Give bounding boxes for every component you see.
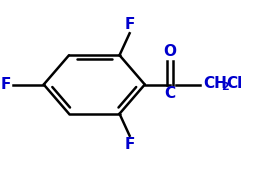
Text: 2: 2 [221, 82, 229, 92]
Text: Cl: Cl [226, 76, 243, 91]
Text: O: O [164, 44, 176, 59]
Text: F: F [124, 137, 135, 152]
Text: F: F [124, 17, 135, 32]
Text: F: F [1, 77, 11, 92]
Text: C: C [164, 86, 176, 101]
Text: CH: CH [203, 76, 227, 91]
